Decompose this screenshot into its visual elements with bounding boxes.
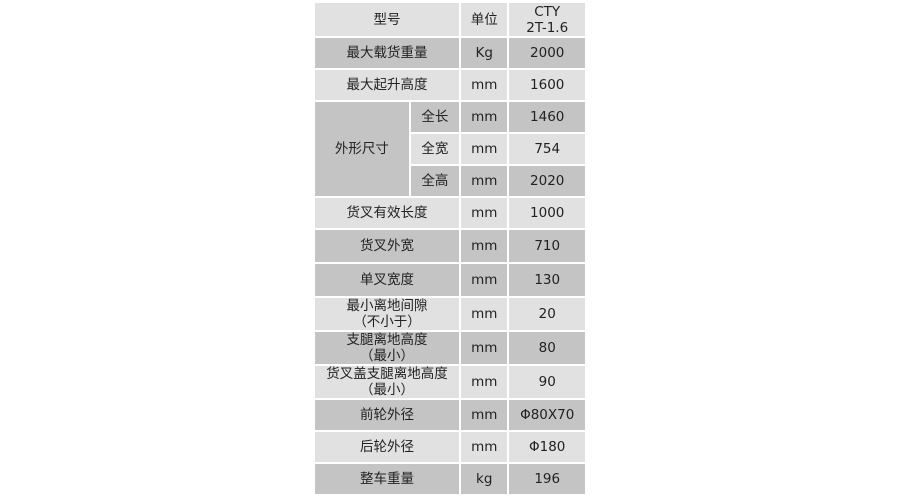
row-name: 货叉外宽 [315,230,460,262]
table-header-row: 型号 单位 CTY 2T-1.6 [315,3,585,36]
table-row: 前轮外径 mm Φ80X70 [315,400,585,430]
row-name-line2: （最小） [360,348,415,364]
row-unit: mm [461,298,508,330]
row-name: 全长 [410,102,460,132]
row-value: 754 [509,134,585,164]
row-value: Φ180 [509,432,585,462]
row-unit: mm [461,264,508,296]
table-row: 整车重量 kg 196 [315,464,585,494]
row-name: 前轮外径 [315,400,460,430]
header-model-value: CTY 2T-1.6 [509,3,585,36]
row-unit: mm [461,166,508,196]
row-name: 最小离地间隙 （不小于） [315,298,460,330]
row-name-line2: （最小） [360,382,415,398]
row-value: 2000 [509,38,585,68]
table-row: 全高 mm 2020 [315,166,585,196]
row-value: 20 [509,298,585,330]
row-unit: mm [461,366,508,398]
row-name: 支腿离地高度 （最小） [315,332,460,364]
row-name: 最大起升高度 [315,70,460,100]
row-value: Φ80X70 [509,400,585,430]
table-row: 后轮外径 mm Φ180 [315,432,585,462]
row-unit: mm [461,198,508,228]
table-row: 最小离地间隙 （不小于） mm 20 [315,298,585,330]
row-name: 全宽 [410,134,460,164]
table-row: 货叉盖支腿离地高度 （最小） mm 90 [315,366,585,398]
row-unit: mm [461,134,508,164]
row-value: 2020 [509,166,585,196]
row-name: 单叉宽度 [315,264,460,296]
row-unit: Kg [461,38,508,68]
table-row: 全宽 mm 754 [315,134,585,164]
model-line2: 2T-1.6 [526,19,569,36]
row-name: 整车重量 [315,464,460,494]
row-name-line1: 支腿离地高度 [346,332,428,348]
row-unit: mm [461,332,508,364]
row-unit: kg [461,464,508,494]
header-model: 型号 [315,3,460,36]
row-value: 80 [509,332,585,364]
row-name: 全高 [410,166,460,196]
row-value: 196 [509,464,585,494]
dimensions-group-label: 外形尺寸 [315,102,409,196]
row-unit: mm [461,400,508,430]
row-name-line1: 最小离地间隙 [346,298,428,314]
row-unit: mm [461,432,508,462]
row-name: 货叉有效长度 [315,198,460,228]
header-unit: 单位 [461,3,508,36]
table-row: 最大载货重量 Kg 2000 [315,38,585,68]
model-line1: CTY [534,3,561,20]
row-value: 1600 [509,70,585,100]
spec-table: 型号 单位 CTY 2T-1.6 最大载货重量 Kg 2000 最大起升高度 mm… [313,1,587,496]
row-name: 最大载货重量 [315,38,460,68]
row-value: 130 [509,264,585,296]
row-value: 1000 [509,198,585,228]
table-row: 单叉宽度 mm 130 [315,264,585,296]
row-value: 90 [509,366,585,398]
row-unit: mm [461,102,508,132]
row-name-line2: （不小于） [353,314,421,330]
table-row: 支腿离地高度 （最小） mm 80 [315,332,585,364]
row-value: 1460 [509,102,585,132]
row-unit: mm [461,230,508,262]
table-row: 外形尺寸 全长 mm 1460 [315,102,585,196]
table-row: 货叉外宽 mm 710 [315,230,585,262]
row-name: 后轮外径 [315,432,460,462]
row-unit: mm [461,70,508,100]
table-row: 最大起升高度 mm 1600 [315,70,585,100]
row-name-line1: 货叉盖支腿离地高度 [326,366,448,382]
row-value: 710 [509,230,585,262]
table-row: 货叉有效长度 mm 1000 [315,198,585,228]
row-name: 货叉盖支腿离地高度 （最小） [315,366,460,398]
